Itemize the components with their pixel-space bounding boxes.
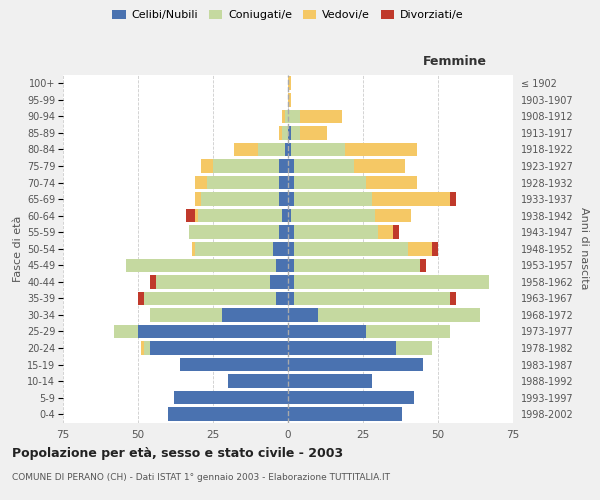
Bar: [126, 258, 276, 272]
Bar: [354, 159, 405, 173]
Bar: [432, 242, 438, 256]
Bar: [288, 292, 294, 305]
Bar: [279, 192, 288, 206]
Bar: [174, 391, 288, 404]
Text: Femmine: Femmine: [422, 55, 487, 68]
Bar: [294, 192, 372, 206]
Bar: [294, 159, 354, 173]
Bar: [273, 242, 288, 256]
Bar: [300, 110, 342, 123]
Bar: [156, 275, 270, 288]
Bar: [318, 308, 480, 322]
Bar: [270, 275, 288, 288]
Bar: [288, 391, 414, 404]
Bar: [288, 324, 366, 338]
Bar: [288, 275, 294, 288]
Bar: [288, 408, 402, 421]
Bar: [144, 292, 276, 305]
Bar: [288, 226, 294, 239]
Bar: [282, 110, 285, 123]
Bar: [393, 226, 399, 239]
Bar: [288, 126, 291, 140]
Bar: [195, 192, 201, 206]
Bar: [276, 292, 288, 305]
Bar: [279, 159, 288, 173]
Bar: [276, 258, 288, 272]
Bar: [144, 342, 150, 355]
Bar: [195, 242, 273, 256]
Bar: [288, 159, 294, 173]
Bar: [366, 176, 417, 190]
Bar: [186, 209, 195, 222]
Text: Popolazione per età, sesso e stato civile - 2003: Popolazione per età, sesso e stato civil…: [12, 448, 343, 460]
Bar: [282, 209, 288, 222]
Text: COMUNE DI PERANO (CH) - Dati ISTAT 1° gennaio 2003 - Elaborazione TUTTITALIA.IT: COMUNE DI PERANO (CH) - Dati ISTAT 1° ge…: [12, 472, 390, 482]
Bar: [291, 126, 300, 140]
Bar: [408, 242, 432, 256]
Bar: [291, 209, 375, 222]
Bar: [150, 342, 288, 355]
Bar: [228, 374, 288, 388]
Bar: [294, 258, 420, 272]
Bar: [279, 126, 282, 140]
Bar: [378, 226, 393, 239]
Bar: [288, 142, 291, 156]
Bar: [294, 226, 378, 239]
Bar: [195, 176, 207, 190]
Bar: [150, 275, 156, 288]
Bar: [138, 292, 144, 305]
Bar: [294, 292, 450, 305]
Bar: [282, 126, 288, 140]
Bar: [372, 192, 450, 206]
Bar: [288, 374, 372, 388]
Bar: [234, 142, 258, 156]
Bar: [294, 176, 366, 190]
Bar: [288, 76, 291, 90]
Bar: [180, 358, 288, 372]
Bar: [213, 159, 279, 173]
Bar: [207, 176, 279, 190]
Bar: [288, 176, 294, 190]
Bar: [279, 176, 288, 190]
Bar: [222, 308, 288, 322]
Bar: [189, 226, 279, 239]
Bar: [291, 142, 345, 156]
Bar: [288, 209, 291, 222]
Bar: [396, 342, 432, 355]
Bar: [201, 192, 279, 206]
Bar: [195, 209, 198, 222]
Bar: [450, 292, 456, 305]
Bar: [294, 242, 408, 256]
Bar: [201, 159, 213, 173]
Y-axis label: Anni di nascita: Anni di nascita: [579, 208, 589, 290]
Bar: [294, 275, 489, 288]
Bar: [168, 408, 288, 421]
Y-axis label: Fasce di età: Fasce di età: [13, 216, 23, 282]
Bar: [288, 242, 294, 256]
Bar: [300, 126, 327, 140]
Bar: [288, 192, 294, 206]
Bar: [288, 93, 291, 106]
Bar: [141, 342, 144, 355]
Bar: [150, 308, 222, 322]
Bar: [279, 226, 288, 239]
Bar: [288, 342, 396, 355]
Bar: [192, 242, 195, 256]
Bar: [288, 110, 300, 123]
Legend: Celibi/Nubili, Coniugati/e, Vedovi/e, Divorziati/e: Celibi/Nubili, Coniugati/e, Vedovi/e, Di…: [108, 6, 468, 25]
Bar: [420, 258, 426, 272]
Bar: [288, 308, 318, 322]
Bar: [114, 324, 138, 338]
Bar: [288, 258, 294, 272]
Bar: [375, 209, 411, 222]
Bar: [345, 142, 417, 156]
Bar: [285, 110, 288, 123]
Bar: [366, 324, 450, 338]
Bar: [450, 192, 456, 206]
Bar: [258, 142, 285, 156]
Bar: [285, 142, 288, 156]
Bar: [138, 324, 288, 338]
Bar: [288, 358, 423, 372]
Bar: [198, 209, 282, 222]
